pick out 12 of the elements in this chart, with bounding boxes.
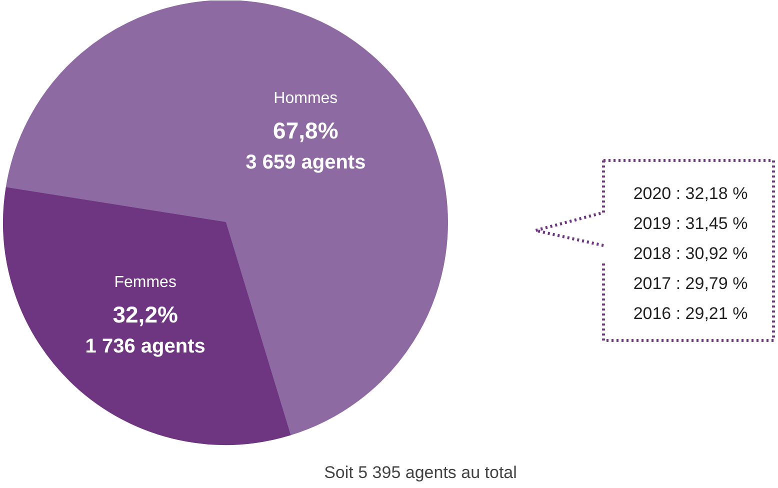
slice-label: Femmes	[114, 274, 176, 292]
text: 2020 : 32,18 %	[633, 184, 748, 203]
text: 2018 : 30,92 %	[633, 244, 748, 263]
text: 3 659 agents	[246, 151, 366, 174]
text: 2016 : 29,21 %	[633, 304, 748, 323]
data-label: 67,8%	[273, 117, 338, 144]
data-label: 32,2%	[112, 302, 178, 328]
text: Soit 5 395 agents au total	[324, 463, 517, 482]
slice-label: Hommes	[274, 90, 338, 107]
text: 2019 : 31,45 %	[633, 214, 748, 233]
text: 1 736 agents	[85, 336, 206, 358]
text: 2017 : 29,79 %	[633, 274, 748, 293]
